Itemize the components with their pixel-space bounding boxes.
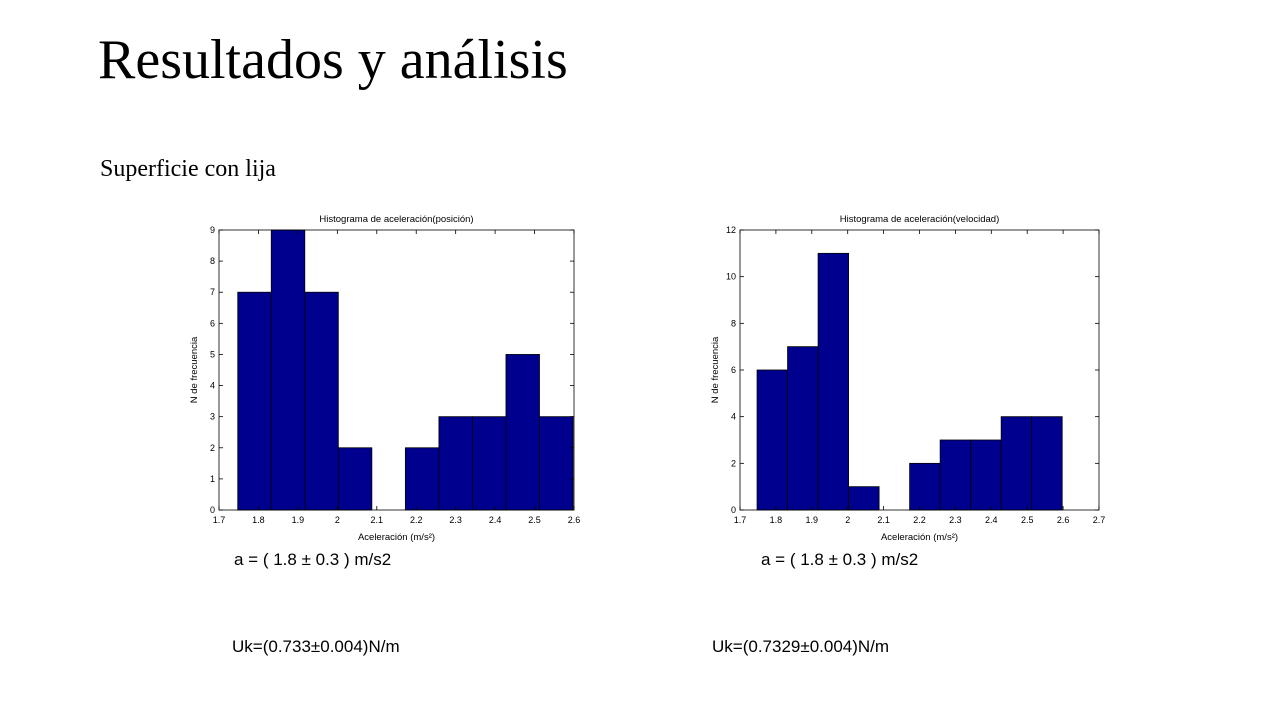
y-tick-label: 8 — [731, 318, 736, 328]
histogram-chart-position: 1.7 1.8 1.9 2 2.1 2.2 2.3 2.4 2.5 2.6 0 1 2 3 4 5 6 7 8 9 Hi… — [189, 214, 581, 543]
x-tick-label: 2.3 — [949, 515, 962, 525]
histogram-bar — [939, 439, 972, 511]
y-tick-label: 8 — [210, 256, 215, 266]
x-tick-label: 2.5 — [528, 515, 541, 525]
histogram-bar — [438, 416, 473, 511]
chart-title: Histograma de aceleración(velocidad) — [840, 214, 999, 225]
histogram-bar — [539, 416, 574, 511]
x-tick-label: 2.6 — [1057, 515, 1070, 525]
y-axis-label: N de frecuencia — [189, 336, 200, 403]
x-tick-label: 2.5 — [1021, 515, 1034, 525]
y-tick-label: 4 — [731, 412, 736, 422]
histogram-bar — [1031, 416, 1063, 511]
x-tick-label: 1.8 — [770, 515, 783, 525]
histogram-bar — [404, 447, 440, 511]
x-tick-label: 2.6 — [568, 515, 581, 525]
y-tick-label: 0 — [731, 505, 736, 515]
histogram-bar — [1000, 416, 1033, 511]
x-tick-label: 2.1 — [371, 515, 384, 525]
y-tick-label: 4 — [210, 381, 215, 391]
x-tick-label: 2 — [845, 515, 850, 525]
histogram-bar — [756, 369, 788, 511]
x-axis-label: Aceleración (m/s²) — [881, 532, 958, 543]
x-tick-label: 2.2 — [913, 515, 926, 525]
slide-title: Resultados y análisis — [98, 29, 568, 91]
chart-title: Histograma de aceleración(posición) — [319, 214, 473, 225]
slide-subtitle: Superficie con lija — [100, 156, 276, 182]
x-tick-label: 1.7 — [213, 515, 226, 525]
y-tick-label: 6 — [210, 318, 215, 328]
x-tick-label: 2.7 — [1093, 515, 1106, 525]
histogram-bar — [270, 229, 306, 511]
x-tick-label: 2.1 — [877, 515, 890, 525]
x-tick-label: 2 — [335, 515, 340, 525]
y-tick-label: 6 — [731, 365, 736, 375]
y-tick-label: 2 — [731, 458, 736, 468]
y-tick-label: 2 — [210, 443, 215, 453]
y-axis-label: N de frecuencia — [710, 336, 721, 403]
y-tick-label: 5 — [210, 349, 215, 359]
x-tick-label: 1.8 — [252, 515, 265, 525]
y-tick-label: 3 — [210, 412, 215, 422]
x-tick-label: 1.9 — [292, 515, 305, 525]
x-tick-label: 2.4 — [985, 515, 998, 525]
y-tick-label: 12 — [726, 225, 736, 235]
x-tick-label: 2.2 — [410, 515, 423, 525]
histogram-bar — [337, 447, 373, 511]
histogram-bar — [909, 462, 941, 511]
x-tick-label: 2.3 — [449, 515, 462, 525]
x-tick-label: 1.9 — [806, 515, 819, 525]
x-tick-label: 1.7 — [734, 515, 747, 525]
histogram-bar — [787, 346, 819, 511]
histogram-bar — [472, 416, 507, 511]
y-tick-label: 7 — [210, 287, 215, 297]
plot-frame — [218, 229, 575, 511]
y-tick-label: 1 — [210, 474, 215, 484]
histogram-bar — [237, 291, 272, 511]
acceleration-result-right: a = ( 1.8 ± 0.3 ) m/s2 — [761, 550, 919, 569]
histogram-bar — [505, 354, 540, 511]
uk-result-left: Uk=(0.733±0.004)N/m — [232, 637, 400, 656]
acceleration-result-left: a = ( 1.8 ± 0.3 ) m/s2 — [234, 550, 392, 569]
histogram-chart-velocity: 1.7 1.8 1.9 2 2.1 2.2 2.3 2.4 2.5 2.6 2.7 0 2 4 6 8 10 12… — [710, 214, 1106, 543]
histogram-bar — [848, 486, 880, 511]
histogram-bar — [817, 252, 849, 511]
y-tick-label: 0 — [210, 505, 215, 515]
histogram-bar — [304, 291, 339, 511]
y-tick-label: 9 — [210, 225, 215, 235]
y-tick-label: 10 — [726, 272, 736, 282]
uk-result-right: Uk=(0.7329±0.004)N/m — [712, 637, 890, 656]
x-tick-label: 2.4 — [489, 515, 502, 525]
x-axis-label: Aceleración (m/s²) — [358, 532, 435, 543]
histogram-bar — [970, 439, 1002, 511]
